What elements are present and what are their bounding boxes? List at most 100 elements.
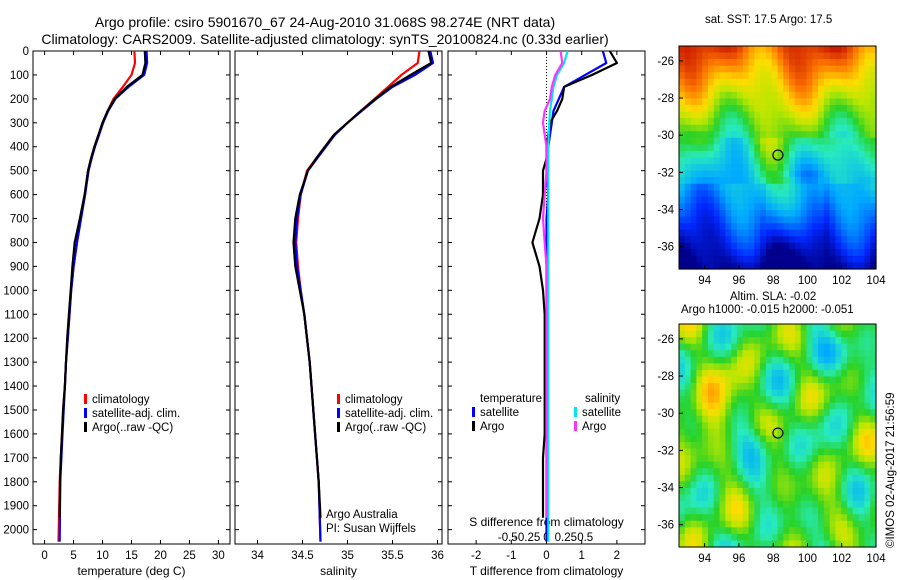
sst-map-cell: [800, 118, 808, 126]
sla-map-field: [679, 324, 877, 548]
sla-map-cell: [835, 507, 842, 515]
sla-map-cell: [818, 481, 825, 489]
sla-map-cell: [690, 527, 697, 535]
sla-map-cell: [841, 330, 848, 338]
sst-map-cell: [736, 223, 744, 231]
sla-map-cell: [847, 324, 854, 332]
sst-map-cell: [719, 59, 726, 67]
sst-map-cell: [847, 85, 854, 93]
sst-map-cell: [794, 144, 802, 152]
sla-map-cell: [696, 494, 703, 502]
sla-map-cell: [806, 330, 813, 338]
sst-map-cell: [852, 124, 860, 132]
sst-map-cell: [696, 242, 703, 250]
sst-map-cell: [812, 262, 819, 270]
sla-map-cell: [702, 501, 709, 509]
sla-map-cell: [754, 422, 761, 430]
sst-map-cell: [847, 144, 854, 152]
sst-map-cell: [841, 124, 848, 132]
sla-map-cell: [713, 383, 721, 391]
sla-map-cell: [765, 402, 773, 410]
sst-map-cell: [736, 65, 744, 73]
sst-map-cell: [707, 105, 715, 113]
sla-map-cell: [725, 402, 732, 410]
sst-map-cell: [748, 216, 755, 224]
sst-map-cell: [760, 59, 767, 67]
sla-map-cell: [789, 330, 796, 338]
sla-map-cell: [835, 455, 842, 463]
difference-x-tick-label: -2: [471, 550, 481, 562]
sla-map-cell: [765, 448, 773, 456]
sst-map-cell: [794, 223, 802, 231]
sla-map-cell: [696, 383, 703, 391]
sla-map-cell: [748, 520, 755, 528]
sst-map-cell: [800, 223, 808, 231]
sst-map-cell: [713, 118, 721, 126]
sst-map-cell: [777, 196, 784, 205]
sla-map-cell: [696, 324, 703, 332]
sla-map-cell: [777, 389, 784, 397]
sla-map-cell: [835, 468, 842, 476]
sst-map-cell: [812, 236, 819, 244]
sla-map-cell: [696, 415, 703, 423]
sla-map-cell: [783, 468, 790, 476]
sst-map-cell: [754, 144, 761, 152]
sla-map-cell: [823, 376, 831, 384]
sla-map-cell: [725, 507, 732, 515]
sla-map-cell: [679, 383, 686, 391]
sst-map-cell: [754, 124, 761, 132]
sla-map-cell: [800, 356, 808, 364]
sla-map-cell: [806, 487, 813, 496]
sst-map-cell: [823, 229, 831, 237]
sst-map-cell: [760, 170, 767, 178]
sst-map-cell: [760, 190, 767, 198]
sst-map-cell: [771, 137, 779, 145]
sla-map-cell: [713, 455, 721, 463]
sst-map-cell: [754, 170, 761, 178]
sst-map-cell: [841, 209, 848, 218]
temperature-legend-label: climatology: [92, 394, 150, 406]
sst-map-cell: [754, 105, 761, 113]
sst-map-cell: [870, 144, 877, 152]
sst-map-cell: [847, 209, 854, 218]
sla-map-cell: [760, 442, 767, 450]
sla-map-cell: [777, 422, 784, 430]
sla-map-cell: [760, 455, 767, 463]
sst-map-cell: [731, 137, 738, 145]
sst-map-cell: [696, 137, 703, 145]
sst-map-cell: [719, 177, 726, 185]
sla-map-cell: [777, 415, 784, 423]
sla-map-cell: [765, 324, 773, 332]
sst-map-cell: [777, 105, 784, 113]
sla-map-cell: [736, 468, 744, 476]
sst-map-cell: [841, 170, 848, 178]
sst-map-cell: [858, 85, 866, 93]
sst-map-cell: [806, 229, 813, 237]
sla-map-cell: [829, 448, 837, 456]
sst-map-cell: [783, 105, 790, 113]
sst-map-cell: [858, 52, 866, 60]
sla-map-cell: [847, 415, 854, 423]
sst-map-cell: [818, 216, 825, 224]
sst-map-cell: [841, 144, 848, 152]
sst-map-cell: [783, 223, 790, 231]
sla-map-cell: [684, 442, 692, 450]
sla-map-cell: [829, 487, 837, 496]
sst-map-cell: [754, 118, 761, 126]
sst-map-cell: [835, 150, 842, 159]
sla-map-cell: [864, 455, 871, 463]
sla-map-cell: [829, 527, 837, 535]
sla-map-cell: [783, 435, 790, 443]
sst-map-cell: [765, 203, 773, 211]
sst-map-cell: [818, 157, 825, 165]
sst-map-cell: [713, 242, 721, 250]
sla-map-cell: [841, 363, 848, 371]
sla-map-cell: [684, 409, 692, 417]
sst-map-cell: [794, 118, 802, 126]
sla-map-cell: [800, 474, 808, 483]
sla-map-cell: [829, 474, 837, 483]
sst-map-cell: [789, 196, 796, 205]
sla-map-cell: [858, 448, 866, 456]
sst-map-cell: [823, 118, 831, 126]
